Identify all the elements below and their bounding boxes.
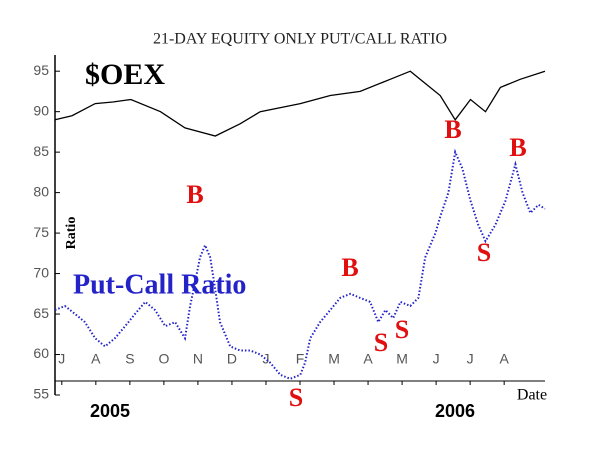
x-tick-label: D [227,351,237,367]
x-tick-label: A [363,351,373,367]
y-tick-label: 65 [33,305,49,321]
annotation: B [341,253,358,282]
x-tick-label: N [193,351,203,367]
x-tick-label: M [328,351,340,367]
y-tick-label: 80 [33,183,49,199]
x-tick-label: A [499,351,509,367]
x-tick-label: O [158,351,169,367]
y-tick-label: 70 [33,264,49,280]
y-tick-label: 75 [33,224,49,240]
annotation: B [444,115,461,144]
x-tick-label: J [262,351,269,367]
y-tick-label: 85 [33,143,49,159]
annotation: B [186,180,203,209]
x-tick-label: A [91,351,101,367]
annotation: B [509,133,526,162]
y-tick-label: 95 [33,62,49,78]
series-label: Put-Call Ratio [73,269,246,300]
year-label: 2005 [90,401,130,421]
annotation: S [477,238,491,267]
y-axis-label: Ratio [64,217,79,250]
x-tick-label: J [58,351,65,367]
year-label: 2006 [435,401,475,421]
series-line [54,70,546,137]
series-label: $OEX [85,58,165,91]
x-tick-label: F [296,351,305,367]
x-axis-label: Date [517,387,547,404]
x-tick-label: J [433,351,440,367]
y-tick-label: 55 [33,386,49,402]
chart-title: 21-DAY EQUITY ONLY PUT/CALL RATIO [153,31,447,48]
annotation: S [289,383,303,412]
annotation: S [374,328,388,357]
y-tick-label: 90 [33,102,49,118]
x-tick-label: S [125,351,134,367]
annotation: S [395,315,409,344]
y-tick-label: 60 [33,345,49,361]
x-tick-label: M [396,351,408,367]
series-line [54,148,546,380]
x-tick-label: J [467,351,474,367]
